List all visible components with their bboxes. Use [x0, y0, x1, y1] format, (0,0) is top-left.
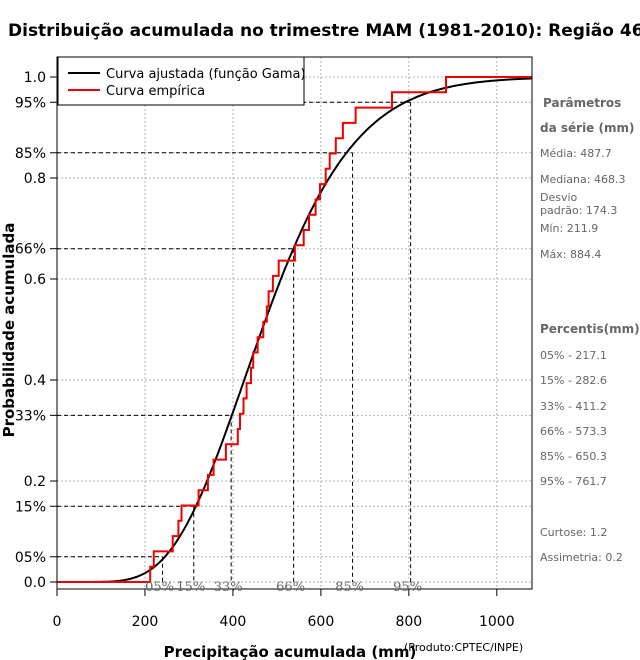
y-tick-label: 05%	[15, 550, 46, 566]
percentis-title: Percentis(mm)	[540, 322, 640, 336]
param-desvio-1: Desvio	[540, 191, 578, 204]
percentil-85: 85% - 650.3	[540, 450, 607, 463]
percentil-66: 66% - 573.3	[540, 425, 607, 438]
y-tick-label: 66%	[15, 242, 46, 258]
y-axis: 0.0 05% 15% 0.2 33% 0.4 0.6 66% 0.8 85% 95% 1.0	[15, 70, 57, 591]
curtose: Curtose: 1.2	[540, 526, 607, 539]
percentil-33: 33% - 411.2	[540, 400, 607, 413]
plot-frame	[56, 56, 533, 590]
y-tick-label: 1.0	[24, 70, 46, 86]
percentile-label: 05%	[145, 580, 174, 595]
percentile-label: 15%	[176, 580, 205, 595]
percentile-label: 66%	[276, 580, 305, 595]
y-tick-label: 85%	[15, 146, 46, 162]
percentile-label: 95%	[393, 580, 422, 595]
param-max: Máx: 884.4	[540, 248, 601, 261]
x-tick-label: 200	[132, 614, 159, 630]
param-desvio-2: padrão: 174.3	[540, 204, 617, 217]
percentil-95: 95% - 761.7	[540, 475, 607, 488]
x-tick-label: 600	[308, 614, 335, 630]
x-tick-label: 1000	[479, 614, 515, 630]
params-title-2: da série (mm)	[540, 121, 634, 135]
y-tick-label: 0.6	[24, 272, 46, 288]
percentile-label: 33%	[214, 580, 243, 595]
percentile-label: 85%	[335, 580, 364, 595]
y-tick-label: 15%	[15, 499, 46, 515]
y-tick-label: 0.8	[24, 171, 46, 187]
percentil-05: 05% - 217.1	[540, 349, 607, 362]
credit-text: (Produto:CPTEC/INPE)	[404, 641, 523, 654]
x-axis: 0 200 400 600 800 1000	[53, 589, 515, 630]
y-tick-label: 0.2	[24, 474, 46, 490]
legend-fit-label: Curva ajustada (função Gama)	[106, 67, 306, 82]
y-tick-label: 0.0	[24, 575, 46, 591]
x-axis-label: Precipitação acumulada (mm)	[164, 643, 417, 660]
percentile-labels: 05% 15% 33% 66% 85% 95%	[145, 580, 422, 595]
param-media: Média: 487.7	[540, 147, 612, 160]
y-axis-label: Probabilidade acumulada	[0, 223, 18, 438]
y-tick-label: 0.4	[24, 373, 46, 389]
y-tick-label: 33%	[15, 408, 46, 424]
grid	[56, 57, 532, 589]
percentile-guides	[57, 101, 412, 582]
legend: Curva ajustada (função Gama) Curva empír…	[57, 56, 306, 106]
chart-title: Distribuição acumulada no trimestre MAM …	[8, 21, 640, 41]
param-min: Mín: 211.9	[540, 222, 598, 235]
assimetria: Assimetria: 0.2	[540, 551, 623, 564]
param-mediana: Mediana: 468.3	[540, 173, 625, 186]
side-panel: Parâmetros da série (mm) Média: 487.7 Me…	[540, 96, 640, 564]
legend-box	[57, 56, 305, 106]
x-tick-label: 400	[220, 614, 247, 630]
percentil-15: 15% - 282.6	[540, 374, 607, 387]
x-tick-label: 800	[395, 614, 422, 630]
params-title-1: Parâmetros	[543, 96, 621, 110]
legend-empirical-label: Curva empírica	[106, 84, 205, 99]
y-tick-label: 95%	[15, 95, 46, 111]
x-tick-label: 0	[53, 614, 62, 630]
empirical-curve	[57, 76, 532, 583]
